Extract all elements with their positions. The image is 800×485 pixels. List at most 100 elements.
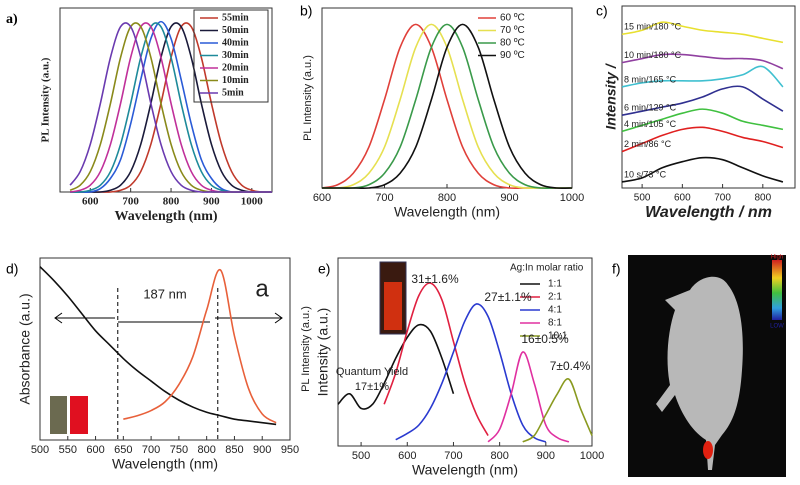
x-tick-label: 800 — [163, 196, 180, 208]
legend-label: 40min — [222, 37, 249, 48]
legend-label: 80 ºC — [500, 38, 525, 49]
plot-frame — [59, 7, 273, 193]
colorbar-label: High — [771, 255, 783, 261]
series-label: 15 min/180 °C — [624, 22, 682, 32]
panel-label: b) — [300, 3, 312, 19]
panel: e) 500 600 700 800 900 1000 Wavelength (nm) Inte… — [315, 257, 604, 478]
annotation: 27±1.1% — [484, 290, 532, 304]
series-line — [487, 351, 570, 443]
y2-axis-label: PL Intensity (a.u.) — [300, 306, 312, 392]
x-tick-label: 800 — [754, 193, 771, 204]
x-axis-label: Wavelength (nm) — [394, 204, 500, 220]
series-line — [383, 282, 489, 436]
legend-label: 50min — [222, 25, 249, 36]
legend-label: 4:1 — [548, 305, 562, 316]
series-line — [69, 22, 272, 193]
x-tick-label: 800 — [490, 450, 508, 462]
series-line — [39, 266, 277, 426]
x-tick-label: 500 — [634, 193, 651, 204]
x-tick-label: 1000 — [560, 192, 584, 204]
annotation: a — [255, 275, 269, 302]
annotation: 31±1.6% — [411, 272, 459, 286]
annotation: Quantum Yield — [336, 366, 408, 378]
series-label: 10 min/180 °C — [624, 50, 682, 60]
series-line — [395, 303, 547, 443]
series-line — [337, 323, 455, 410]
legend-title: Ag:In molar ratio — [510, 263, 584, 274]
x-tick-label: 800 — [438, 192, 456, 204]
x-axis-label: Wavelength / nm — [645, 204, 772, 221]
vial — [70, 396, 88, 434]
y-axis-label: Absorbance (a.u.) — [17, 293, 33, 404]
y-axis-label: Intensity / — [603, 62, 619, 129]
legend-label: 5min — [222, 87, 244, 98]
plot-frame — [621, 5, 796, 189]
series-label: 6 min/129 °C — [624, 103, 677, 113]
legend-label: 55min — [222, 12, 249, 23]
legend-label: 10:1 — [548, 331, 568, 342]
x-tick-label: 550 — [59, 444, 77, 456]
legend-label: 30min — [222, 50, 249, 61]
x-tick-label: 700 — [142, 444, 160, 456]
plot-frame — [337, 257, 593, 447]
x-tick-label: 700 — [444, 450, 462, 462]
vial-glow — [384, 282, 402, 330]
x-tick-label: 1000 — [241, 196, 264, 208]
series-line — [70, 22, 272, 193]
annotation: 17±1% — [355, 381, 389, 393]
legend-label: 8:1 — [548, 318, 562, 329]
x-tick-label: 900 — [253, 444, 271, 456]
annotation: 187 nm — [143, 286, 186, 301]
vial — [50, 396, 67, 434]
x-axis-label: Wavelength (nm) — [112, 456, 218, 472]
colorbar-label: LOW — [770, 324, 784, 330]
series-line — [621, 85, 784, 116]
series-line — [621, 108, 784, 133]
legend-label: 20min — [222, 62, 249, 73]
panel-label: a) — [6, 12, 18, 27]
x-tick-label: 900 — [203, 196, 220, 208]
plot-frame — [39, 257, 291, 441]
series-line — [522, 378, 593, 443]
y-axis-label: PL Intensity (a.u.) — [302, 55, 314, 141]
x-tick-label: 650 — [114, 444, 132, 456]
signal-spot — [703, 441, 713, 459]
series-line — [621, 126, 784, 153]
legend-label: 10min — [222, 75, 249, 86]
series-line — [322, 23, 572, 190]
colorbar — [772, 260, 782, 320]
x-tick-label: 750 — [170, 444, 188, 456]
x-axis-label: Wavelength (nm) — [114, 209, 217, 224]
legend-label: 2:1 — [548, 292, 562, 303]
annotation: 16±0.5% — [521, 332, 569, 346]
series-line — [123, 269, 277, 424]
x-axis-label: Wavelength (nm) — [412, 462, 518, 478]
x-tick-label: 950 — [281, 444, 299, 456]
legend-label: 70 ºC — [500, 25, 525, 36]
x-tick-label: 600 — [82, 196, 99, 208]
series-line — [621, 53, 784, 70]
panel-label: d) — [6, 261, 18, 277]
panel: f) — [612, 261, 621, 277]
panel-label: f) — [612, 261, 621, 277]
x-tick-label: 900 — [537, 450, 555, 462]
x-tick-label: 800 — [197, 444, 215, 456]
x-tick-label: 500 — [31, 444, 49, 456]
x-tick-label: 500 — [352, 450, 370, 462]
series-line — [621, 65, 784, 88]
x-tick-label: 700 — [375, 192, 393, 204]
panel-label: e) — [318, 261, 330, 277]
series-line — [621, 156, 784, 183]
y-axis-label: Intensity (a.u.) — [315, 308, 331, 397]
x-tick-label: 900 — [500, 192, 518, 204]
arrow — [215, 312, 283, 324]
panel: a) 600 700 800 900 1000 Wavelength (nm) PL Inte… — [6, 7, 273, 224]
x-tick-label: 850 — [225, 444, 243, 456]
x-tick-label: 600 — [86, 444, 104, 456]
panel-label: c) — [596, 3, 608, 19]
legend-label: 1:1 — [548, 279, 562, 290]
x-tick-label: 600 — [674, 193, 691, 204]
x-tick-label: 700 — [714, 193, 731, 204]
